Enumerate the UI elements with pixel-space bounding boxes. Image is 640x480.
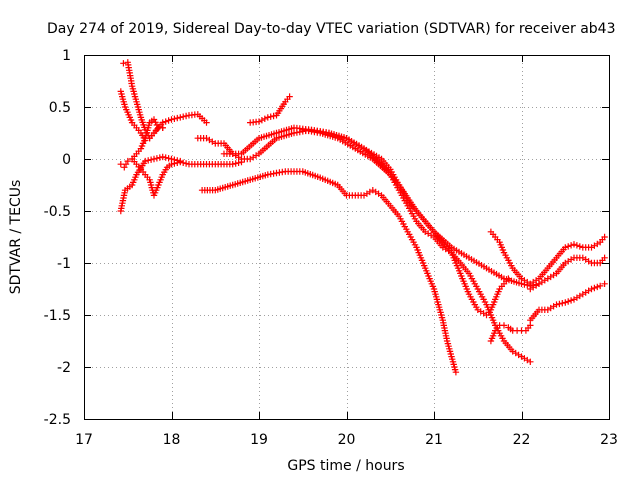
axis-ticks bbox=[84, 55, 610, 420]
data-point bbox=[601, 254, 608, 261]
data-marker bbox=[235, 159, 242, 166]
data-point bbox=[264, 114, 271, 121]
data-point bbox=[203, 119, 210, 126]
data-point bbox=[120, 60, 127, 67]
data-point bbox=[601, 280, 608, 287]
data-point bbox=[229, 161, 236, 168]
data-marker bbox=[156, 154, 163, 161]
data-point bbox=[159, 124, 166, 131]
data-marker bbox=[162, 154, 169, 161]
series-track-9 bbox=[247, 93, 293, 126]
data-point bbox=[500, 322, 508, 329]
data-marker bbox=[174, 114, 181, 122]
data-point bbox=[177, 158, 184, 166]
y-tick-label: -2.5 bbox=[44, 412, 71, 428]
y-tick-label: -2 bbox=[57, 360, 71, 376]
chart-title: Day 274 of 2019, Sidereal Day-to-day VTE… bbox=[47, 21, 616, 37]
tick-labels: 17 18 19 20 21 22 23 1 0.5 0 -0.5 -1 -1.5 -2 -2.5 bbox=[44, 48, 618, 448]
data-marker bbox=[153, 121, 161, 129]
x-tick-label: 21 bbox=[425, 432, 443, 448]
data-marker bbox=[145, 157, 152, 164]
x-tick-label: 22 bbox=[513, 432, 531, 448]
data-marker bbox=[165, 155, 172, 162]
x-tick-label: 20 bbox=[338, 432, 356, 448]
y-tick-label: 1 bbox=[62, 48, 71, 64]
data-point bbox=[597, 282, 604, 290]
y-tick-label: 0 bbox=[62, 152, 71, 168]
data-point bbox=[255, 118, 263, 125]
data-point bbox=[601, 233, 608, 241]
series-track-3 bbox=[117, 88, 166, 144]
data-marker bbox=[182, 112, 190, 120]
grid-lines bbox=[84, 55, 609, 419]
series-track-7 bbox=[198, 168, 460, 376]
data-marker bbox=[591, 284, 598, 292]
data-marker bbox=[182, 160, 190, 167]
data-point bbox=[177, 114, 184, 121]
data-point bbox=[570, 241, 578, 248]
data-point bbox=[527, 358, 534, 365]
data-marker bbox=[162, 118, 169, 125]
data-marker bbox=[594, 283, 601, 291]
data-point bbox=[150, 116, 158, 123]
series-track-6 bbox=[194, 126, 512, 319]
x-tick-label: 19 bbox=[250, 432, 268, 448]
series-track-12 bbox=[487, 228, 608, 287]
data-marker bbox=[180, 113, 187, 120]
data-marker bbox=[567, 297, 575, 304]
data-marker bbox=[174, 159, 181, 166]
data-marker bbox=[153, 155, 161, 162]
series-track-4 bbox=[117, 153, 184, 215]
series-track-13 bbox=[527, 254, 608, 293]
series-track-5 bbox=[128, 155, 245, 199]
y-tick-label: 0.5 bbox=[49, 100, 71, 116]
data-point bbox=[562, 244, 569, 251]
x-tick-label: 23 bbox=[600, 432, 618, 448]
data-marker bbox=[559, 300, 566, 307]
data-point bbox=[159, 153, 166, 161]
data-marker bbox=[270, 112, 277, 120]
data-marker bbox=[573, 242, 581, 249]
data-marker bbox=[147, 156, 155, 163]
data-series bbox=[117, 59, 608, 376]
data-marker bbox=[165, 117, 172, 124]
data-point bbox=[142, 157, 149, 165]
data-marker bbox=[258, 117, 266, 124]
data-marker bbox=[567, 242, 575, 249]
data-marker bbox=[171, 160, 178, 167]
data-point bbox=[150, 155, 158, 163]
data-point bbox=[553, 301, 560, 308]
data-point bbox=[168, 161, 175, 168]
y-axis-label: SDTVAR / TECUs bbox=[8, 180, 24, 295]
data-point bbox=[142, 137, 149, 144]
data-point bbox=[588, 285, 595, 293]
data-point bbox=[124, 157, 131, 165]
x-tick-label: 17 bbox=[75, 432, 93, 448]
series-track-8 bbox=[220, 124, 543, 290]
data-point bbox=[168, 116, 175, 123]
x-tick-label: 18 bbox=[163, 432, 181, 448]
data-point bbox=[562, 299, 569, 306]
data-point bbox=[452, 369, 460, 376]
data-marker bbox=[261, 115, 268, 122]
series-track-14 bbox=[527, 280, 608, 324]
data-marker bbox=[267, 113, 274, 120]
data-marker bbox=[565, 298, 572, 305]
y-tick-label: -1.5 bbox=[44, 308, 71, 324]
x-axis-label: GPS time / hours bbox=[287, 458, 404, 474]
y-tick-label: -1 bbox=[57, 256, 71, 272]
data-marker bbox=[556, 300, 563, 308]
series-track-1 bbox=[120, 59, 210, 142]
series-track-11 bbox=[487, 322, 534, 345]
y-tick-label: -0.5 bbox=[44, 204, 71, 220]
series-track-10 bbox=[299, 126, 534, 365]
data-marker bbox=[180, 159, 187, 166]
data-marker bbox=[565, 243, 572, 250]
data-point bbox=[286, 93, 293, 100]
data-marker bbox=[576, 243, 583, 250]
data-marker bbox=[171, 115, 178, 122]
data-marker bbox=[232, 160, 239, 167]
